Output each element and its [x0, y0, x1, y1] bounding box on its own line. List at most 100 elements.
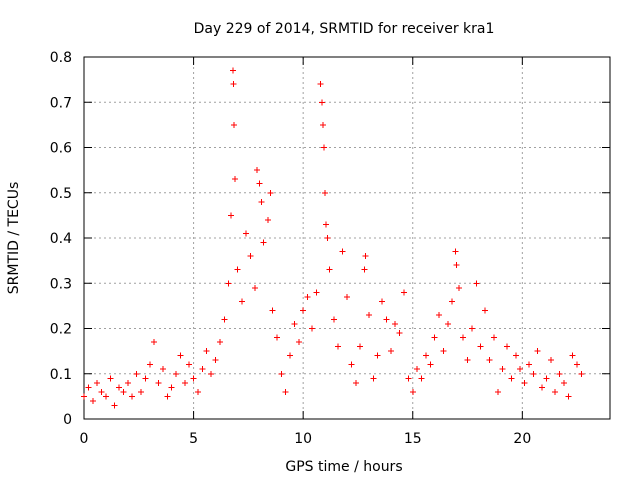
scatter-point — [194, 388, 201, 395]
x-axis-label: GPS time / hours — [285, 459, 402, 475]
scatter-point — [449, 298, 456, 305]
axis-layer: 0 5 10 15 20 0 0.1 0.2 0.3 0.4 0.5 0.6 0.7 0.8 — [50, 50, 611, 447]
scatter-point — [265, 216, 272, 223]
scatter-point — [168, 384, 175, 391]
scatter-point — [453, 262, 460, 269]
scatter-point — [508, 375, 515, 382]
scatter-point — [565, 393, 572, 400]
scatter-point — [427, 361, 434, 368]
scatter-point — [203, 348, 210, 355]
scatter-point — [460, 334, 467, 341]
scatter-point — [173, 370, 180, 377]
y-tick-label: 0.5 — [50, 186, 72, 202]
x-tick-label: 10 — [294, 431, 312, 447]
scatter-point — [129, 393, 136, 400]
y-tick-label: 0.7 — [50, 95, 72, 111]
scatter-point — [116, 384, 123, 391]
scatter-point — [431, 334, 438, 341]
scatter-point — [238, 298, 245, 305]
scatter-point — [133, 370, 140, 377]
scatter-point — [291, 320, 298, 327]
scatter-point — [287, 352, 294, 359]
scatter-point — [260, 239, 267, 246]
y-axis-label: SRMTID / TECUs — [6, 182, 22, 295]
scatter-point — [348, 361, 355, 368]
scatter-point — [323, 221, 330, 228]
scatter-point — [247, 253, 254, 260]
scatter-point — [547, 357, 554, 364]
scatter-point — [444, 320, 451, 327]
x-tick-label: 0 — [80, 431, 89, 447]
scatter-point — [234, 266, 241, 273]
scatter-point — [181, 379, 188, 386]
scatter-point — [317, 81, 324, 88]
scatter-point — [534, 348, 541, 355]
scatter-point — [525, 361, 532, 368]
scatter-point — [392, 320, 399, 327]
scatter-point — [295, 339, 302, 346]
scatter-point — [452, 248, 459, 255]
scatter-point — [151, 339, 158, 346]
scatter-point — [499, 366, 506, 373]
y-tick-label: 0.6 — [50, 141, 72, 157]
scatter-point — [230, 67, 237, 74]
scatter-point — [503, 343, 510, 350]
scatter-point — [142, 375, 149, 382]
scatter-point — [177, 352, 184, 359]
x-tick-label: 15 — [404, 431, 422, 447]
scatter-point — [361, 266, 368, 273]
point-layer — [81, 67, 585, 409]
scatter-point — [335, 343, 342, 350]
scatter-point — [455, 284, 462, 291]
scatter-point — [569, 352, 576, 359]
scatter-point — [231, 121, 238, 128]
scatter-point — [81, 393, 87, 400]
scatter-point — [159, 366, 166, 373]
scatter-point — [468, 325, 475, 332]
scatter-point — [164, 393, 171, 400]
scatter-point — [330, 316, 337, 323]
scatter-point — [477, 343, 484, 350]
scatter-point — [357, 343, 364, 350]
scatter-point — [409, 388, 416, 395]
scatter-point — [243, 230, 250, 237]
scatter-point — [227, 212, 234, 219]
scatter-point — [98, 388, 105, 395]
y-tick-label: 0.2 — [50, 322, 72, 338]
scatter-point — [418, 375, 425, 382]
scatter-point — [324, 235, 331, 241]
y-tick-label: 0.8 — [50, 50, 72, 66]
chart-title: Day 229 of 2014, SRMTID for receiver kra… — [194, 21, 495, 37]
scatter-point — [473, 280, 480, 287]
scatter-point — [405, 375, 412, 382]
scatter-point — [383, 316, 390, 323]
scatter-point — [486, 357, 493, 364]
scatter-point — [282, 388, 289, 395]
scatter-point — [319, 121, 326, 128]
scatter-point — [362, 253, 369, 260]
scatter-point — [318, 99, 325, 106]
scatter-point — [387, 348, 394, 355]
scatter-point — [232, 176, 239, 183]
scatter-point — [539, 384, 546, 391]
scatter-point — [400, 289, 407, 296]
scatter-point — [273, 334, 280, 341]
scatter-point — [304, 293, 311, 300]
scatter-point — [495, 388, 502, 395]
scatter-point — [94, 379, 101, 386]
scatter-point — [560, 379, 567, 386]
scatter-point — [379, 298, 386, 305]
scatter-point — [482, 307, 489, 314]
scatter-point — [137, 388, 144, 395]
scatter-point — [374, 352, 381, 359]
scatter-point — [278, 370, 285, 377]
scatter-point — [320, 144, 327, 151]
x-tick-label: 20 — [513, 431, 531, 447]
scatter-point — [254, 167, 261, 174]
scatter-point — [414, 366, 421, 373]
scatter-point — [352, 379, 359, 386]
scatter-point — [155, 379, 162, 386]
scatter-point — [556, 370, 563, 377]
scatter-point — [221, 316, 228, 323]
